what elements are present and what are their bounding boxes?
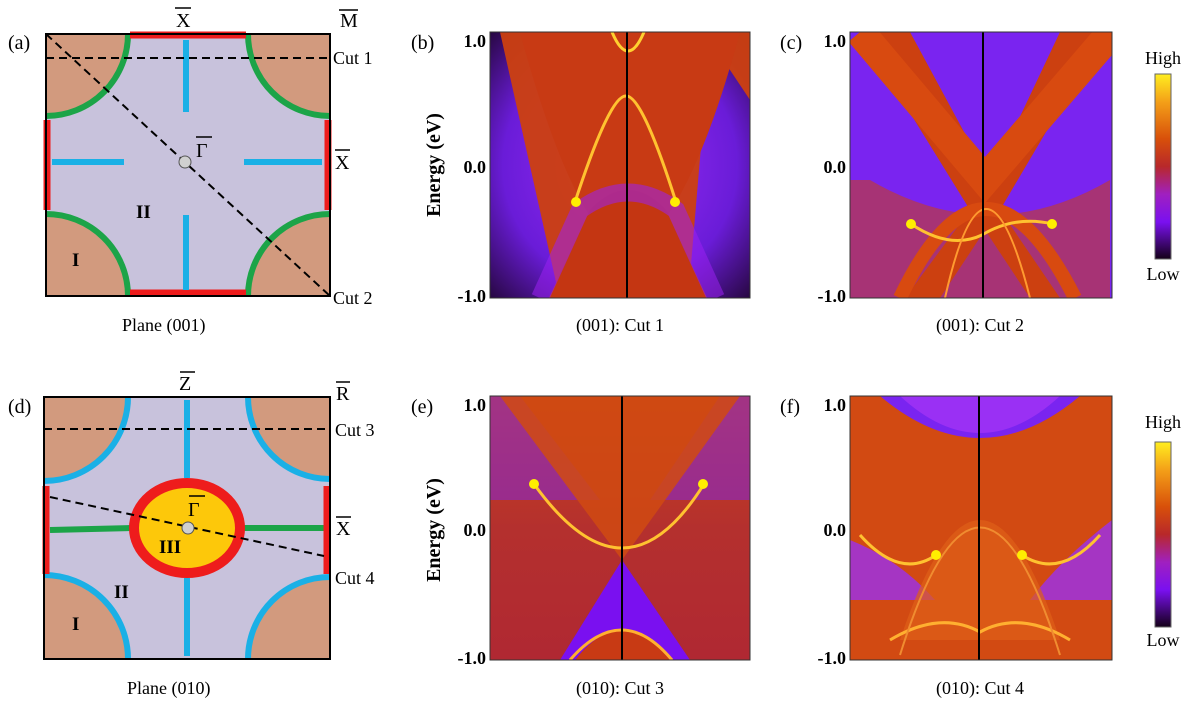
cut-3-label: Cut 3 [335, 420, 375, 440]
caption-a: Plane (001) [122, 315, 205, 336]
caption-e: (010): Cut 3 [576, 678, 664, 699]
tick-top: 1.0 [464, 395, 487, 415]
region-1-label: I [72, 250, 79, 271]
gamma-point [181, 521, 195, 535]
panel-e [490, 396, 750, 660]
weyl-point [931, 550, 941, 560]
r-point-label: R [336, 383, 350, 405]
surface-state [1021, 534, 1102, 566]
bulk-pocket [46, 34, 128, 116]
region-2-label: II [136, 202, 151, 223]
cyan-arc [43, 396, 131, 484]
plot-frame [849, 395, 1113, 661]
cut-4-label: Cut 4 [335, 568, 375, 588]
surface-state [858, 534, 937, 566]
panel-c [850, 32, 1112, 298]
panel-tag-e: (e) [411, 396, 433, 418]
panel-d [42, 396, 331, 660]
y-axis-label: Energy (eV) [423, 478, 445, 582]
bulk-gap [560, 560, 690, 660]
colorbar-low-label: Low [1147, 630, 1180, 650]
panel-tag-f: (f) [780, 396, 800, 418]
weyl-point [670, 197, 680, 207]
bulk-pocket [44, 575, 128, 659]
caption-d: Plane (010) [127, 678, 210, 699]
region-1-label: I [72, 614, 79, 635]
caption-b: (001): Cut 1 [576, 315, 664, 336]
plot-frame [489, 31, 751, 299]
gamma-label: Γ [188, 499, 200, 521]
bulk-pocket [44, 397, 128, 481]
tick-mid: 0.0 [464, 520, 487, 540]
cut-1-label: Cut 1 [333, 48, 373, 68]
cyan-arc [245, 396, 331, 482]
weyl-point [698, 479, 708, 489]
bulk-continuum [520, 32, 740, 243]
bulk-pocket [248, 214, 330, 296]
bulk-pocket [248, 397, 330, 479]
green-arc [45, 211, 131, 297]
panel-tag-c: (c) [780, 32, 802, 54]
gamma-label: Γ [196, 140, 208, 162]
surface-state [944, 208, 1031, 298]
tick-top: 1.0 [824, 395, 847, 415]
weyl-point [571, 197, 581, 207]
cyan-arc [43, 572, 131, 660]
panel-b [490, 32, 750, 298]
weyl-point [1047, 219, 1057, 229]
bulk-band [850, 32, 1112, 204]
colorbar-high-label: High [1145, 412, 1181, 432]
x-point-label: X [336, 518, 351, 540]
green-arc [245, 211, 331, 297]
caption-c: (001): Cut 2 [936, 315, 1024, 336]
tick-top: 1.0 [464, 31, 487, 51]
panel-tag-a: (a) [8, 32, 30, 54]
tick-bottom: -1.0 [458, 648, 487, 668]
tick-mid: 0.0 [464, 157, 487, 177]
y-axis-label: Energy (eV) [423, 113, 445, 217]
m-point-label: M [340, 10, 358, 32]
region-3-label: III [159, 537, 181, 558]
cut-4-line [49, 496, 325, 557]
bulk-pocket [248, 577, 330, 659]
region-2-label: II [114, 582, 129, 603]
panel-a [43, 31, 332, 297]
bulk-pocket [248, 34, 330, 116]
tick-bottom: -1.0 [458, 286, 487, 306]
x-point-label: X [335, 152, 350, 174]
tick-mid: 0.0 [824, 520, 847, 540]
x-point-label: X [176, 10, 191, 32]
cyan-arc [245, 574, 331, 660]
caption-f: (010): Cut 4 [936, 678, 1024, 699]
tick-mid: 0.0 [824, 157, 847, 177]
bz-border [43, 396, 331, 660]
plot-frame [489, 395, 751, 661]
cut-2-label: Cut 2 [333, 288, 373, 308]
green-arc [245, 33, 331, 119]
panel-tag-b: (b) [411, 32, 434, 54]
colorbar-bottom [1154, 441, 1172, 628]
panel-f [850, 396, 1112, 660]
weyl-point [529, 479, 539, 489]
bz-border [45, 33, 331, 297]
weyl-point [1017, 550, 1027, 560]
tick-bottom: -1.0 [818, 286, 847, 306]
panel-tag-d: (d) [8, 396, 31, 418]
green-arc [45, 33, 131, 119]
z-point-label: Z [179, 373, 191, 395]
colorbar-low-label: Low [1147, 264, 1180, 284]
bulk-pocket [46, 214, 128, 296]
tick-bottom: -1.0 [818, 648, 847, 668]
colorbar-top [1154, 73, 1172, 260]
bulk-gap [850, 540, 935, 600]
plot-frame [849, 31, 1113, 299]
bulk-continuum [500, 396, 740, 560]
tick-top: 1.0 [824, 31, 847, 51]
weyl-point [906, 219, 916, 229]
green-line [49, 525, 133, 533]
gamma-point [178, 155, 192, 169]
colorbar-high-label: High [1145, 48, 1181, 68]
